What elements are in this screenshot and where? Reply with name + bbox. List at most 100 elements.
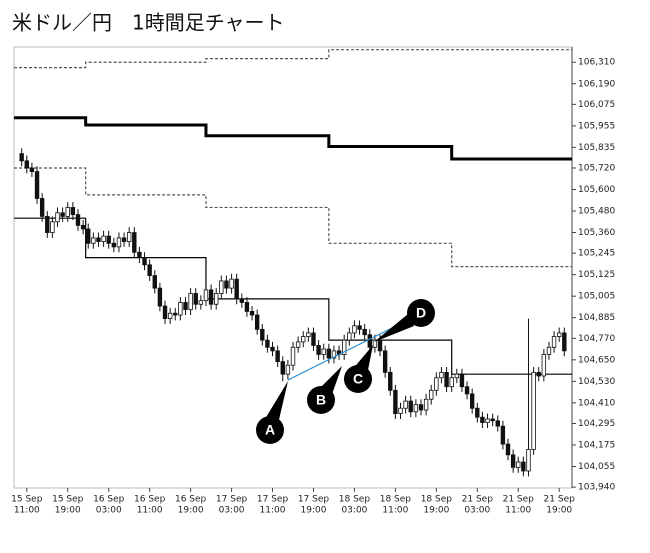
candle-body — [475, 407, 480, 418]
candle-body — [531, 371, 536, 450]
candle-body — [70, 207, 76, 216]
candle-body — [331, 350, 337, 359]
y-tick-label: 105,125 — [578, 270, 615, 280]
annotation-label: A — [265, 422, 275, 438]
marker — [256, 416, 284, 444]
x-tick-label: 15 Sep — [11, 495, 43, 505]
indicator-line — [14, 49, 572, 69]
x-tick-label: 11:00 — [505, 506, 531, 516]
candle-body — [219, 280, 224, 294]
candle-body — [495, 420, 500, 427]
candle-body — [265, 339, 270, 348]
y-tick-label: 106,190 — [578, 79, 615, 89]
pointer — [374, 314, 414, 342]
x-tick-label: 19:00 — [178, 506, 204, 516]
candle-body — [377, 339, 383, 352]
candle-body — [316, 345, 321, 355]
x-tick-label: 18 Sep — [421, 495, 453, 505]
x-tick-label: 16 Sep — [134, 495, 166, 505]
candle-body — [418, 404, 424, 411]
x-tick-label: 11:00 — [137, 506, 163, 516]
annotation-layer: A B C D — [256, 299, 435, 444]
x-tick-label: 18 Sep — [380, 495, 412, 505]
candle-body — [188, 293, 193, 311]
x-tick-label: 03:00 — [341, 506, 367, 516]
candle-body — [178, 302, 183, 316]
candle-body — [280, 361, 285, 375]
annotation-label: C — [353, 371, 363, 387]
y-tick-label: 105,835 — [578, 143, 615, 153]
plot-area: 106,310 106,190 106,075 105,955 105,835 105,7… — [11, 47, 615, 516]
x-tick-label: 03:00 — [219, 506, 245, 516]
candle-body — [86, 228, 91, 244]
candle-body — [96, 237, 101, 242]
candle-body — [388, 371, 393, 391]
y-tick-label: 104,530 — [578, 377, 615, 387]
candle-body — [229, 278, 234, 289]
candle-body — [423, 398, 429, 411]
x-tick-label: 11:00 — [382, 506, 408, 516]
candle-body — [347, 332, 352, 341]
x-tick-label: 15 Sep — [52, 495, 84, 505]
indicator-line — [14, 167, 572, 268]
x-tick-label: 19:00 — [55, 506, 81, 516]
annotation-label: D — [416, 305, 426, 321]
y-tick-label: 104,055 — [578, 462, 615, 472]
candle-body — [352, 325, 357, 334]
candle-body — [214, 293, 219, 305]
candle-body — [152, 275, 157, 289]
y-tick-label: 104,885 — [578, 313, 615, 323]
candle-body — [454, 373, 460, 379]
candle-body — [173, 312, 178, 316]
candle-body — [459, 373, 465, 388]
candle-body — [510, 454, 516, 468]
x-tick-label: 17 Sep — [216, 495, 248, 505]
candle-body — [121, 237, 127, 242]
candle-body — [429, 389, 434, 400]
candle-body — [208, 289, 214, 305]
candle-body — [55, 212, 60, 223]
y-tick-label: 106,075 — [578, 100, 615, 110]
candle-body — [193, 293, 198, 305]
candle-body — [142, 257, 147, 266]
marker — [307, 386, 335, 414]
pointer — [262, 381, 288, 424]
candle-body — [260, 328, 265, 341]
candle-body — [111, 242, 117, 248]
candle-body — [444, 371, 449, 388]
y-tick-label: 104,175 — [578, 440, 615, 450]
y-tick-label: 105,360 — [578, 228, 615, 238]
candle-body — [270, 346, 275, 352]
candle-body — [39, 198, 45, 217]
x-tick-label: 17 Sep — [298, 495, 330, 505]
candle-body — [224, 280, 229, 289]
candle-body — [157, 287, 163, 307]
candle-body — [516, 461, 521, 468]
candle-body — [372, 339, 378, 348]
candle-body — [295, 341, 301, 348]
candle-body — [65, 207, 70, 217]
candle-body — [500, 425, 506, 445]
candle-body — [398, 407, 403, 415]
x-tick-label: 11:00 — [14, 506, 40, 516]
candle-body — [244, 302, 250, 312]
candle-body — [249, 311, 255, 316]
candle-body — [546, 346, 552, 355]
candle-body — [521, 461, 526, 472]
candle-body — [203, 289, 209, 302]
candle-body — [50, 221, 55, 233]
x-tick-label: 19:00 — [301, 506, 327, 516]
x-tick-label: 19:00 — [546, 506, 572, 516]
candle-body — [403, 400, 408, 409]
annotation-label: B — [316, 392, 326, 408]
candle-body — [311, 332, 316, 346]
marker — [344, 365, 372, 393]
y-tick-label: 104,770 — [578, 334, 615, 344]
candle-body — [147, 264, 152, 276]
x-tick-label: 21 Sep — [544, 495, 576, 505]
indicator-line — [14, 116, 572, 161]
candle-body — [536, 371, 541, 377]
candle-body — [413, 404, 419, 413]
candle-body — [183, 302, 188, 311]
candle-body — [137, 251, 142, 259]
